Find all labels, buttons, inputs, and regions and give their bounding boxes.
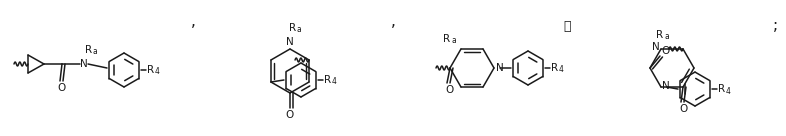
- Text: R: R: [718, 84, 725, 94]
- Text: R: R: [656, 30, 663, 40]
- Text: ;: ;: [773, 18, 777, 33]
- Text: 4: 4: [332, 78, 336, 86]
- Text: N: N: [286, 37, 294, 47]
- Text: N: N: [80, 59, 88, 69]
- Text: 或: 或: [564, 19, 571, 33]
- Text: N: N: [496, 63, 504, 73]
- Text: R: R: [325, 75, 332, 85]
- Text: O: O: [680, 104, 688, 114]
- Text: a: a: [665, 33, 670, 41]
- Text: 4: 4: [559, 66, 564, 75]
- Text: O: O: [445, 85, 453, 95]
- Text: O: O: [286, 110, 294, 120]
- Text: a: a: [296, 25, 301, 34]
- Text: 4: 4: [725, 86, 730, 96]
- Text: 4: 4: [155, 67, 160, 76]
- Text: ,: ,: [190, 13, 196, 29]
- Text: N: N: [652, 42, 660, 52]
- Text: O: O: [57, 83, 65, 93]
- Text: O: O: [661, 46, 669, 56]
- Text: R: R: [552, 63, 559, 73]
- Text: R: R: [443, 34, 450, 44]
- Text: R: R: [148, 65, 155, 75]
- Text: R: R: [289, 23, 296, 33]
- Text: a: a: [92, 47, 97, 56]
- Text: a: a: [452, 36, 457, 45]
- Text: R: R: [86, 45, 93, 55]
- Text: N: N: [662, 81, 670, 91]
- Text: ,: ,: [391, 13, 395, 29]
